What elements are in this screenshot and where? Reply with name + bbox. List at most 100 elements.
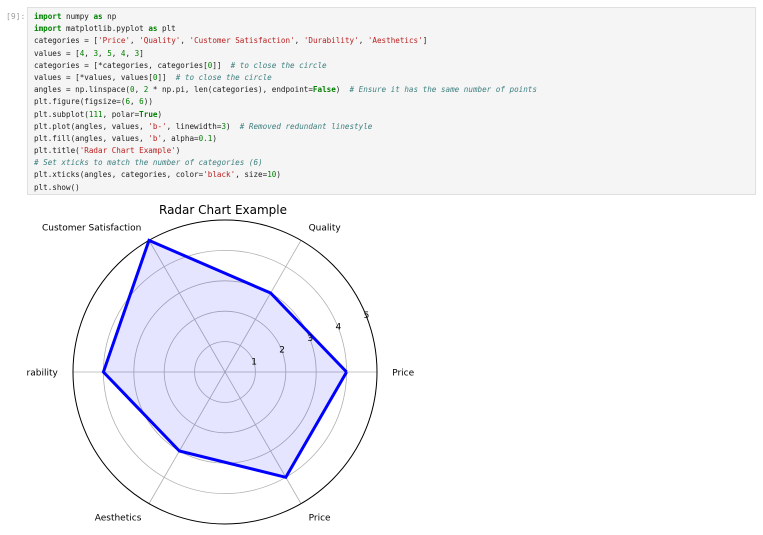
code-token: ] bbox=[139, 48, 144, 58]
code-token: values = [ bbox=[34, 48, 80, 58]
code-cell[interactable]: import numpy as np import matplotlib.pypl… bbox=[27, 7, 756, 195]
code-token: 6 bbox=[139, 97, 144, 107]
code-token: )) bbox=[143, 97, 153, 107]
code-token: 4 bbox=[79, 48, 85, 58]
code-token: 0 bbox=[130, 85, 135, 95]
code-token: , bbox=[111, 48, 121, 58]
code-line: values = [*values, values[0]] # to close… bbox=[34, 72, 749, 84]
code-token: 'Aesthetics' bbox=[367, 36, 423, 46]
category-label: Aesthetics bbox=[95, 513, 142, 523]
code-token: 3 bbox=[221, 121, 227, 131]
r-tick-label: 3 bbox=[307, 334, 313, 344]
code-token: categories = [ bbox=[34, 36, 99, 46]
code-token: ) bbox=[335, 85, 350, 95]
code-token: plt.title( bbox=[34, 146, 80, 156]
code-token: , bbox=[134, 85, 144, 95]
code-token: import bbox=[34, 24, 62, 34]
code-token: plt.figure(figsize=( bbox=[34, 97, 126, 107]
code-token: angles = np.linspace( bbox=[34, 85, 131, 95]
code-token: , bbox=[358, 36, 368, 46]
category-label: Quality bbox=[309, 224, 342, 234]
code-token: ]] bbox=[157, 72, 176, 82]
code-token: * np.pi, len(categories), endpoint= bbox=[148, 85, 313, 95]
code-token: , linewidth= bbox=[166, 121, 222, 131]
code-token: # to close the circle bbox=[230, 60, 327, 70]
code-token: 0 bbox=[152, 72, 158, 82]
code-token: plt bbox=[157, 24, 176, 34]
code-token: 'Durability' bbox=[303, 36, 359, 46]
r-tick-label: 4 bbox=[335, 322, 341, 332]
code-token: True bbox=[139, 109, 158, 119]
cell-output: Radar Chart Example 1 2 3 4 5 Price Quality Cus… bbox=[14, 200, 427, 531]
code-token: ) bbox=[226, 121, 240, 131]
code-editor[interactable]: import numpy as np import matplotlib.pypl… bbox=[34, 11, 749, 194]
code-token: values = [*values, values[ bbox=[34, 72, 153, 82]
code-line: import numpy as np bbox=[34, 11, 749, 23]
code-token: 4 bbox=[120, 48, 126, 58]
code-token: , bbox=[84, 48, 94, 58]
code-line: categories = ['Price', 'Quality', 'Custo… bbox=[34, 35, 749, 47]
code-token: plt.fill(angles, values, bbox=[34, 133, 149, 143]
code-token: 0.1 bbox=[198, 133, 213, 143]
code-token: 'Quality' bbox=[139, 36, 181, 46]
code-token: 111 bbox=[88, 109, 103, 119]
code-token: 'Customer Satisfaction' bbox=[189, 36, 295, 46]
code-token: # Removed redundant linestyle bbox=[239, 121, 373, 131]
code-token: import bbox=[34, 12, 62, 21]
code-token: # to close the circle bbox=[175, 72, 272, 82]
code-token: , bbox=[125, 48, 135, 58]
code-token: False bbox=[312, 85, 336, 95]
code-token: ) bbox=[157, 109, 163, 119]
code-token: , bbox=[130, 97, 140, 107]
code-token: , bbox=[294, 36, 304, 46]
code-token: ) bbox=[276, 170, 281, 180]
code-token: 5 bbox=[107, 48, 112, 58]
code-token: 'Price' bbox=[98, 36, 131, 46]
grid-spoke bbox=[224, 371, 302, 504]
code-token: matplotlib.pyplot bbox=[61, 24, 149, 34]
code-line: plt.plot(angles, values, 'b-', linewidth… bbox=[34, 121, 749, 133]
code-token: as bbox=[93, 12, 103, 21]
code-token: plt.subplot( bbox=[34, 109, 89, 119]
code-token: 3 bbox=[93, 48, 99, 58]
code-line: plt.subplot(111, polar=True) bbox=[34, 109, 749, 121]
code-token: 10 bbox=[267, 170, 277, 180]
chart-title: Radar Chart Example bbox=[159, 203, 287, 217]
code-line: plt.title('Radar Chart Example') bbox=[34, 145, 749, 157]
code-line: angles = np.linspace(0, 2 * np.pi, len(c… bbox=[34, 84, 749, 96]
code-token: , bbox=[98, 48, 108, 58]
code-token: plt.show() bbox=[34, 182, 80, 192]
code-token: 'b' bbox=[148, 133, 163, 143]
cell-prompt: [9]: bbox=[6, 12, 26, 21]
radar-chart: Radar Chart Example 1 2 3 4 5 Price Quality Cus… bbox=[14, 203, 415, 525]
series-fill bbox=[103, 240, 347, 478]
r-tick-label: 2 bbox=[279, 346, 285, 356]
code-token: , bbox=[130, 36, 140, 46]
code-token: ] bbox=[422, 36, 428, 46]
code-token: # Ensure it has the same number of point… bbox=[349, 85, 537, 95]
code-token: plt.plot(angles, values, bbox=[34, 121, 149, 131]
code-line: values = [4, 3, 5, 4, 3] bbox=[34, 48, 749, 60]
code-token: , alpha= bbox=[162, 133, 199, 143]
code-line: plt.xticks(angles, categories, color='bl… bbox=[34, 169, 749, 181]
code-token: 3 bbox=[134, 48, 140, 58]
category-label: Price bbox=[309, 513, 331, 523]
category-label: Price bbox=[392, 369, 414, 379]
code-token: 0 bbox=[207, 60, 213, 70]
r-tick-label: 5 bbox=[364, 311, 370, 321]
polar-frame bbox=[72, 219, 378, 525]
code-token: 'black' bbox=[203, 170, 236, 180]
code-token: 2 bbox=[143, 85, 149, 95]
code-token: categories = [*categories, categories[ bbox=[34, 60, 208, 70]
r-tick-label: 1 bbox=[251, 357, 257, 367]
code-token: , polar= bbox=[102, 109, 140, 119]
code-line: categories = [*categories, categories[0]… bbox=[34, 60, 749, 72]
category-label: Customer Satisfaction bbox=[42, 224, 141, 234]
grid-spoke bbox=[224, 240, 302, 373]
code-line: import matplotlib.pyplot as plt bbox=[34, 23, 749, 35]
code-token: , bbox=[180, 36, 190, 46]
grid-spoke bbox=[148, 240, 226, 373]
code-token: plt.xticks(angles, categories, color= bbox=[34, 170, 204, 180]
grid-spoke bbox=[148, 371, 226, 504]
code-token: numpy bbox=[61, 12, 94, 21]
